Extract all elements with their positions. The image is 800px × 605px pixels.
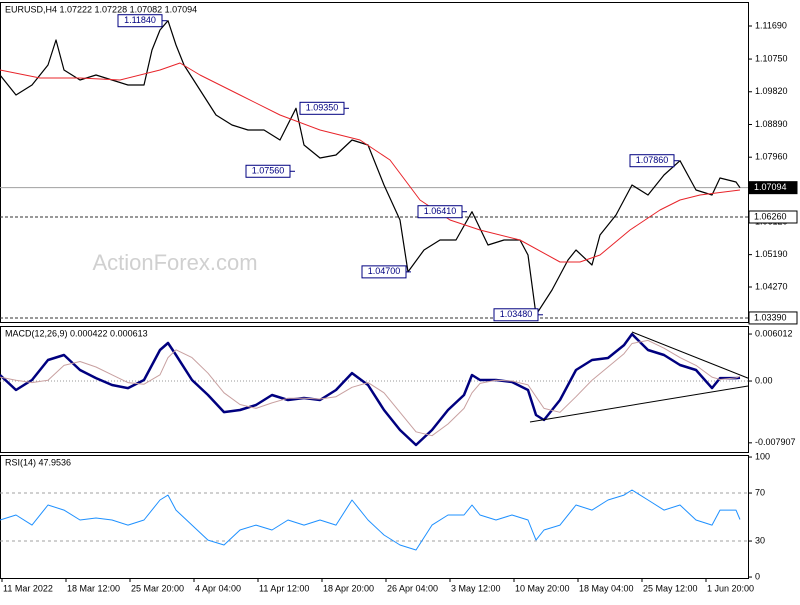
x-tick-label: 4 Apr 04:00	[195, 583, 241, 593]
panel-frame	[0, 455, 749, 579]
y-tick-label: 1.11690	[755, 20, 787, 30]
annotation-box	[493, 308, 539, 322]
series-line	[0, 489, 741, 551]
trendline	[529, 385, 749, 423]
annotation-label: 1.07560	[252, 166, 285, 176]
annotation-label: 1.04700	[368, 266, 401, 276]
annotation-box	[299, 101, 345, 115]
panel-frame	[0, 326, 749, 453]
annotation-box	[117, 14, 163, 28]
level-label: 1.07094	[754, 182, 787, 192]
y-tick-label: 1.09820	[755, 86, 788, 96]
annotation-box	[361, 265, 407, 279]
watermark: ActionForex.com	[92, 250, 257, 275]
x-tick-label: 11 Mar 2022	[3, 583, 53, 593]
y-tick-label: -0.007907	[755, 437, 796, 447]
x-tick-label: 3 May 12:00	[451, 583, 501, 593]
y-tick-label: 0	[755, 571, 760, 581]
annotation-label: 1.09350	[306, 103, 339, 113]
x-tick-label: 18 Mar 12:00	[67, 583, 120, 593]
trendline	[631, 331, 749, 379]
y-tick-label: 0.00	[755, 375, 773, 385]
x-tick-label: 25 May 12:00	[643, 583, 698, 593]
x-tick-label: 25 Mar 20:00	[131, 583, 184, 593]
y-tick-label: 1.05190	[755, 249, 788, 259]
panel-title: MACD(12,26,9) 0.000422 0.000613	[5, 328, 148, 338]
annotation-label: 1.03480	[500, 309, 533, 319]
annotation-label: 1.06410	[424, 206, 457, 216]
level-label-box	[748, 311, 798, 325]
level-label-box	[748, 210, 798, 224]
series-line	[0, 339, 741, 437]
y-tick-label: 1.08890	[755, 119, 788, 129]
x-tick-label: 18 May 04:00	[579, 583, 634, 593]
annotation-box	[417, 205, 463, 219]
y-tick-label: 1.07960	[755, 152, 788, 162]
annotation-box	[245, 164, 291, 178]
panel-title: EURUSD,H4 1.07222 1.07228 1.07082 1.0709…	[5, 4, 197, 14]
level-label: 1.03390	[754, 312, 787, 322]
y-tick-label: 1.10750	[755, 53, 788, 63]
panel-frame	[0, 2, 749, 323]
level-label-box	[748, 181, 798, 195]
y-tick-label: 100	[755, 451, 770, 461]
annotation-label: 1.07860	[636, 155, 669, 165]
y-tick-label: 0.006012	[755, 328, 793, 338]
x-tick-label: 11 Apr 12:00	[259, 583, 309, 593]
level-label: 1.06260	[754, 211, 787, 221]
series-line	[0, 62, 741, 263]
x-tick-label: 18 Apr 20:00	[323, 583, 374, 593]
x-tick-label: 10 May 20:00	[515, 583, 570, 593]
panel-title: RSI(14) 47.9536	[5, 457, 71, 467]
annotation-label: 1.11840	[124, 15, 156, 25]
y-tick-label: 70	[755, 487, 765, 497]
x-tick-label: 26 Apr 04:00	[387, 583, 438, 593]
y-tick-label: 1.04270	[755, 281, 788, 291]
y-tick-label: 30	[755, 535, 765, 545]
series-line	[0, 332, 741, 447]
annotation-box	[629, 154, 675, 168]
x-tick-label: 1 Jun 20:00	[707, 583, 754, 593]
